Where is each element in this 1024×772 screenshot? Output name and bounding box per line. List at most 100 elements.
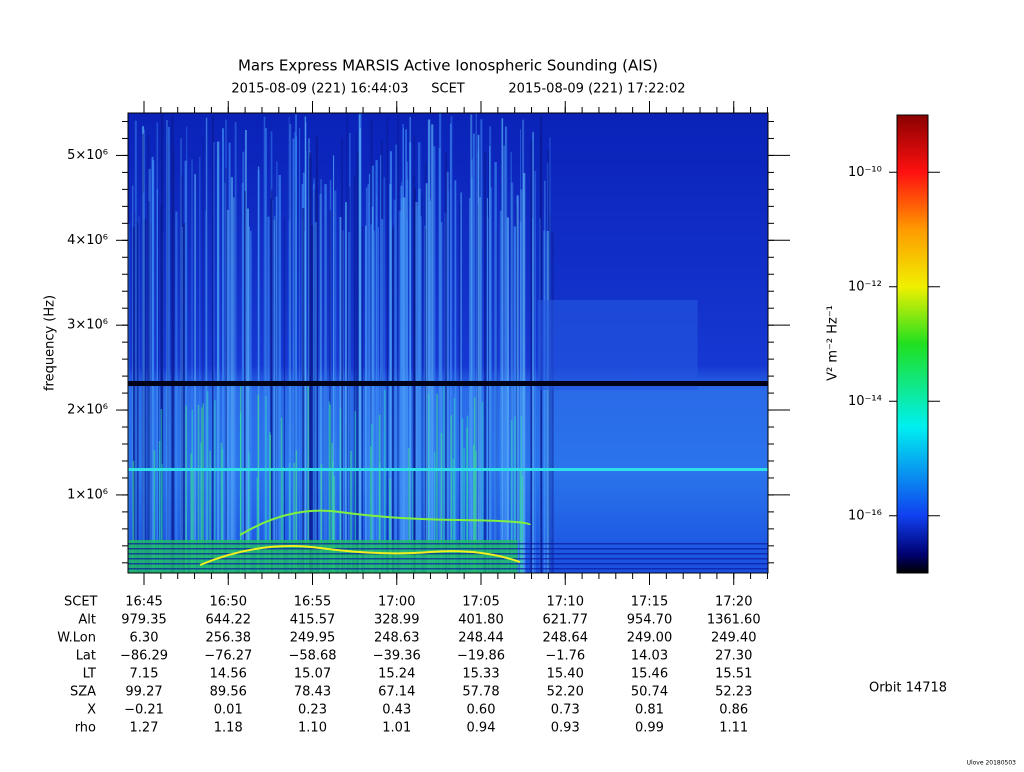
spectrogram-stripe [134,212,137,573]
spectrogram-stripe [324,184,327,573]
spectrogram-stripe [346,114,348,573]
spectrogram-stripe [371,423,373,573]
spectrogram-stripe [190,453,192,573]
table-cell: 0.93 [551,721,580,736]
spectrogram-stripe [315,136,319,573]
spectrogram-stripe [514,416,516,573]
spectrogram-stripe [400,185,403,573]
table-cell: 15.51 [715,667,752,682]
spectrogram-stripe [230,177,233,573]
spectrogram-stripe [197,404,200,573]
spectrogram-stripe [406,220,409,573]
spectrogram-stripe [433,146,436,573]
spectrogram-stripe [180,138,182,573]
spectrogram-band [128,540,518,573]
spectrogram-stripe [271,200,274,573]
spectrogram-stripe [375,160,378,573]
table-row-label: Alt [78,613,96,628]
table-cell: 52.20 [547,685,584,700]
spectrogram-stripe [398,210,401,573]
spectrogram-stripe [312,183,315,573]
spectrogram-stripe [473,397,476,573]
colorbar-tick-label: 10⁻¹² [848,279,882,294]
table-cell: 7.15 [130,667,159,682]
spectrogram-stripe [475,113,477,573]
spectrogram-stripe [546,230,550,573]
spectrogram-stripe [378,414,381,573]
spectrogram-stripe [461,418,464,573]
spectrogram-stripe [225,168,227,573]
spectrogram-stripe [226,209,230,573]
table-cell: 1.18 [214,721,243,736]
spectrogram-stripe [522,119,525,573]
spectrogram-stripe [446,171,449,573]
spectrogram-stripe [425,183,428,573]
spectrogram-stripe [389,478,391,573]
spectrogram-stripe [171,115,174,573]
table-cell: 621.77 [542,613,588,628]
spectrogram-stripe [436,393,438,573]
spectrogram-stripe [257,395,259,573]
table-cell: 1.01 [382,721,411,736]
spectrogram-stripe [333,476,335,573]
spectrogram-stripe [503,145,505,573]
spectrogram-stripe [418,188,421,573]
orbit-label: Orbit 14718 [869,681,947,696]
spectrogram-stripe [372,230,375,573]
table-cell: 15.33 [462,667,499,682]
spectrogram-stripe [480,119,483,573]
table-cell: 0.99 [635,721,664,736]
spectrogram-stripe [466,415,469,573]
spectrogram-stripe [265,127,267,573]
spectrogram-stripe [339,217,342,573]
spectrogram-stripe [216,141,220,573]
spectrogram-stripe [184,160,187,573]
spectrogram-stripe [180,174,183,573]
spectrogram-stripe [413,188,417,573]
x-tick-label: 17:20 [715,595,752,610]
spectrogram-stripe [305,150,307,573]
spectrogram-stripe [431,124,434,573]
spectrogram-stripe [368,174,371,573]
spectrogram-stripe [158,441,161,573]
table-row-label: X [87,703,96,718]
table-cell: 401.80 [458,613,504,628]
spectrogram-stripe [487,153,490,573]
spectrogram-stripe [391,228,394,573]
spectrogram-stripe [216,157,220,573]
spectrogram-stripe [427,119,431,573]
spectrogram-stripe [167,126,170,573]
colorbar-label: V² m⁻² Hz⁻¹ [826,305,841,381]
spectrogram-stripe [365,187,368,573]
spectrogram-stripe [142,133,144,573]
spectrogram-stripe [221,448,224,573]
spectrogram-stripe [472,444,475,573]
spectrogram-stripe [402,214,405,573]
spectrogram-stripe [299,128,301,573]
table-row-label: W.Lon [57,631,96,646]
spectrogram-stripe [288,116,290,573]
y-tick-label: 1×10⁶ [67,487,108,502]
spectrogram-stripe [489,155,491,573]
table-cell: 415.57 [290,613,336,628]
spectrogram-stripe [191,409,193,573]
spectrogram-stripe [444,152,448,573]
credit: Ulove 20180503 [967,760,1017,767]
spectrogram-stripe [551,232,554,573]
time-label: SCET [431,82,465,97]
spectrogram-stripe [329,404,331,573]
x-tick-label: 17:05 [462,595,499,610]
table-cell: 14.03 [631,649,668,664]
spectrogram-stripe [413,135,416,573]
spectrogram-stripe [513,226,516,573]
spectrogram-stripe [484,151,487,573]
spectrogram-stripe [549,214,551,573]
spectrogram-stripe [160,114,164,573]
spectrogram-stripe [386,117,389,573]
x-tick-label: 16:50 [210,595,247,610]
spectrogram-stripe [449,123,452,573]
table-cell: −0.21 [124,703,164,718]
spectrogram-band [128,553,768,555]
spectrogram-stripe [427,393,430,573]
